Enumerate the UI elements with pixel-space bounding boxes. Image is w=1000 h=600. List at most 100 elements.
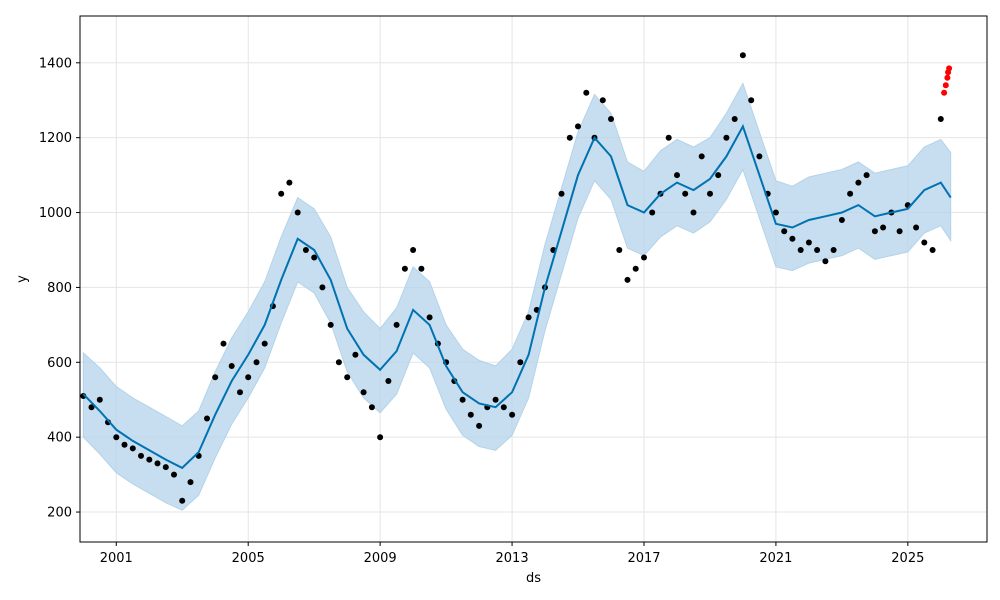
observed-point xyxy=(171,471,177,478)
observed-point xyxy=(261,340,268,347)
y-tick-label: 400 xyxy=(47,431,72,446)
observed-point xyxy=(616,247,623,253)
observed-point xyxy=(245,374,252,381)
observed-point xyxy=(476,422,483,429)
observed-point xyxy=(690,209,697,216)
observed-point xyxy=(294,209,301,216)
observed-point xyxy=(723,134,730,141)
observed-point xyxy=(855,179,862,186)
observed-point xyxy=(220,340,227,347)
observed-point xyxy=(517,359,524,366)
observed-point xyxy=(237,389,243,396)
observed-point xyxy=(96,396,103,403)
observed-point xyxy=(228,363,235,369)
observed-point xyxy=(335,359,342,366)
y-tick-label: 1000 xyxy=(39,206,72,221)
observed-point xyxy=(162,464,169,471)
recent-points xyxy=(941,65,953,96)
plot-frame xyxy=(79,15,988,543)
observed-point xyxy=(649,209,656,216)
observed-point xyxy=(913,224,920,231)
observed-point xyxy=(566,134,573,141)
observed-point xyxy=(360,389,367,396)
observed-point xyxy=(418,265,425,272)
observed-point xyxy=(896,228,903,235)
observed-point xyxy=(146,456,153,463)
y-tick-label: 600 xyxy=(47,356,72,371)
observed-point xyxy=(401,265,408,272)
y-axis-ticks: 200 400 600 800 1000 1200 1400 xyxy=(39,56,80,521)
y-tick-label: 1200 xyxy=(39,131,72,146)
x-tick-label: 2017 xyxy=(627,551,660,566)
x-tick-label: 2001 xyxy=(100,551,133,566)
observed-point xyxy=(805,239,812,246)
observed-point xyxy=(113,434,120,441)
observed-point xyxy=(583,89,590,96)
observed-point xyxy=(608,116,614,122)
observed-point xyxy=(385,378,392,384)
observed-point xyxy=(838,217,845,223)
observed-point xyxy=(500,404,507,411)
observed-point xyxy=(410,247,417,253)
x-axis-label: ds xyxy=(526,571,541,586)
x-axis-ticks: 2001 2005 2009 2013 2017 2021 2025 xyxy=(100,542,924,566)
observed-point xyxy=(863,172,870,179)
observed-point xyxy=(756,153,763,160)
observed-point xyxy=(937,116,944,122)
observed-point xyxy=(575,123,581,130)
observed-point xyxy=(154,460,161,467)
uncertainty-interval-band xyxy=(82,82,952,511)
observed-point xyxy=(286,179,293,186)
observed-point xyxy=(129,445,136,452)
observed-point xyxy=(558,190,565,197)
observed-point xyxy=(179,497,186,504)
observed-point xyxy=(467,411,474,418)
observed-point xyxy=(525,314,532,321)
observed-point xyxy=(797,247,804,253)
observed-point xyxy=(822,258,829,265)
observed-point xyxy=(509,411,516,418)
observed-point xyxy=(739,52,746,59)
x-tick-label: 2013 xyxy=(496,551,529,566)
observed-point xyxy=(748,97,755,104)
observed-point xyxy=(772,209,779,216)
observed-point xyxy=(624,276,631,283)
observed-point xyxy=(682,190,689,197)
observed-point xyxy=(426,314,433,321)
observed-point xyxy=(344,374,351,381)
observed-point xyxy=(715,172,722,179)
observed-point xyxy=(311,254,318,261)
observed-point xyxy=(253,359,260,366)
observed-point xyxy=(377,434,384,441)
observed-point xyxy=(393,321,400,328)
observed-point xyxy=(459,396,466,403)
recent-point xyxy=(944,74,951,81)
x-tick-label: 2009 xyxy=(364,551,397,566)
observed-point xyxy=(871,228,878,235)
observed-point xyxy=(665,134,672,141)
observed-point xyxy=(138,452,144,459)
observed-point xyxy=(368,404,375,411)
observed-point xyxy=(921,239,928,246)
observed-point xyxy=(302,247,309,253)
observed-point xyxy=(880,224,887,231)
observed-point xyxy=(319,284,326,291)
x-tick-label: 2021 xyxy=(759,551,792,566)
recent-point xyxy=(942,82,949,89)
observed-point xyxy=(731,116,738,122)
recent-point xyxy=(946,65,953,72)
observed-point xyxy=(781,228,788,235)
observed-point xyxy=(88,404,95,411)
observed-point xyxy=(674,172,680,179)
observed-point xyxy=(492,396,499,403)
recent-point xyxy=(941,89,948,96)
observed-point xyxy=(929,247,936,253)
x-tick-label: 2005 xyxy=(232,551,265,566)
grid xyxy=(80,16,987,542)
observed-point xyxy=(212,374,219,381)
observed-point xyxy=(632,265,639,272)
y-tick-label: 1400 xyxy=(39,56,72,71)
x-tick-label: 2025 xyxy=(891,551,924,566)
